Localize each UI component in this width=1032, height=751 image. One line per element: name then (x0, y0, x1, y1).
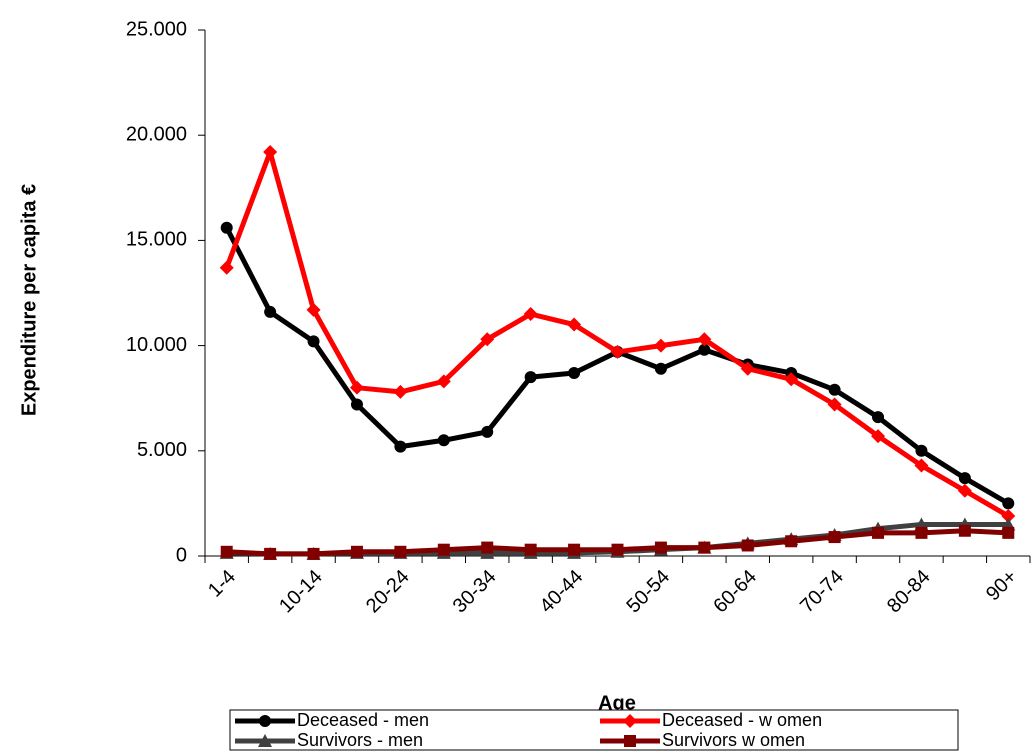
marker (568, 366, 581, 379)
marker (437, 434, 450, 447)
marker (264, 547, 277, 560)
y-axis-title: Expenditure per capita € (18, 184, 40, 416)
marker (394, 545, 407, 558)
marker (568, 543, 581, 556)
x-axis-title: Age (598, 692, 636, 714)
marker (523, 307, 538, 322)
x-tick-label: 80-84 (883, 566, 935, 618)
series-line (224, 149, 1010, 519)
marker (480, 332, 495, 347)
marker (610, 344, 625, 359)
marker (957, 483, 972, 498)
marker (958, 524, 971, 537)
marker (524, 371, 537, 384)
marker (220, 221, 233, 234)
marker (611, 543, 624, 556)
marker (263, 145, 278, 160)
marker (350, 398, 363, 411)
marker (872, 526, 885, 539)
marker (697, 332, 712, 347)
marker (219, 260, 234, 275)
marker (437, 543, 450, 556)
marker (872, 411, 885, 424)
marker (741, 539, 754, 552)
legend-label: Survivors w omen (662, 730, 805, 750)
marker (654, 541, 667, 554)
marker (258, 734, 272, 747)
x-tick-label: 90+ (982, 566, 1022, 606)
marker (350, 545, 363, 558)
marker (1002, 497, 1015, 510)
legend: Deceased - men Deceased - w omenSurvivors… (229, 709, 959, 751)
x-tick-label: 40-44 (536, 566, 588, 618)
marker (567, 317, 582, 332)
legend-label: Survivors - men (297, 730, 423, 750)
marker (784, 372, 799, 387)
marker (1001, 509, 1016, 524)
x-tick-label: 50-54 (622, 566, 674, 618)
marker (827, 397, 842, 412)
marker (828, 383, 841, 396)
legend-label: Deceased - men (297, 710, 429, 730)
legend-box (229, 709, 959, 751)
marker (259, 715, 271, 727)
marker (524, 543, 537, 556)
marker (220, 545, 233, 558)
x-tick-label: 30-34 (449, 566, 501, 618)
marker (915, 444, 928, 457)
y-tick-label: 25.000 (126, 18, 187, 40)
y-tick-label: 20.000 (126, 123, 187, 145)
x-tick-label: 60-64 (709, 566, 761, 618)
marker (785, 535, 798, 548)
marker (394, 440, 407, 453)
marker (623, 714, 637, 728)
marker (481, 541, 494, 554)
x-tick-label: 20-24 (362, 566, 414, 618)
marker (307, 335, 320, 348)
x-tick-label: 1-4 (204, 566, 240, 602)
marker (740, 361, 755, 376)
marker (481, 425, 494, 438)
marker (307, 547, 320, 560)
marker (871, 429, 886, 444)
x-tick-label: 10-14 (275, 566, 327, 618)
x-tick-label: 70-74 (796, 566, 848, 618)
y-tick-label: 15.000 (126, 229, 187, 251)
marker (393, 384, 408, 399)
marker (653, 338, 668, 353)
marker (306, 302, 321, 317)
marker (436, 374, 451, 389)
legend-label: Deceased - w omen (662, 710, 822, 730)
y-tick-label: 5.000 (137, 439, 187, 461)
marker (915, 526, 928, 539)
marker (698, 541, 711, 554)
marker (624, 735, 636, 747)
marker (958, 472, 971, 485)
y-tick-label: 10.000 (126, 334, 187, 356)
y-tick-label: 0 (176, 544, 187, 566)
marker (828, 531, 841, 544)
marker (264, 305, 277, 318)
marker (1002, 526, 1015, 539)
marker (914, 458, 929, 473)
marker (349, 380, 364, 395)
marker (654, 362, 667, 375)
marker (698, 343, 711, 356)
